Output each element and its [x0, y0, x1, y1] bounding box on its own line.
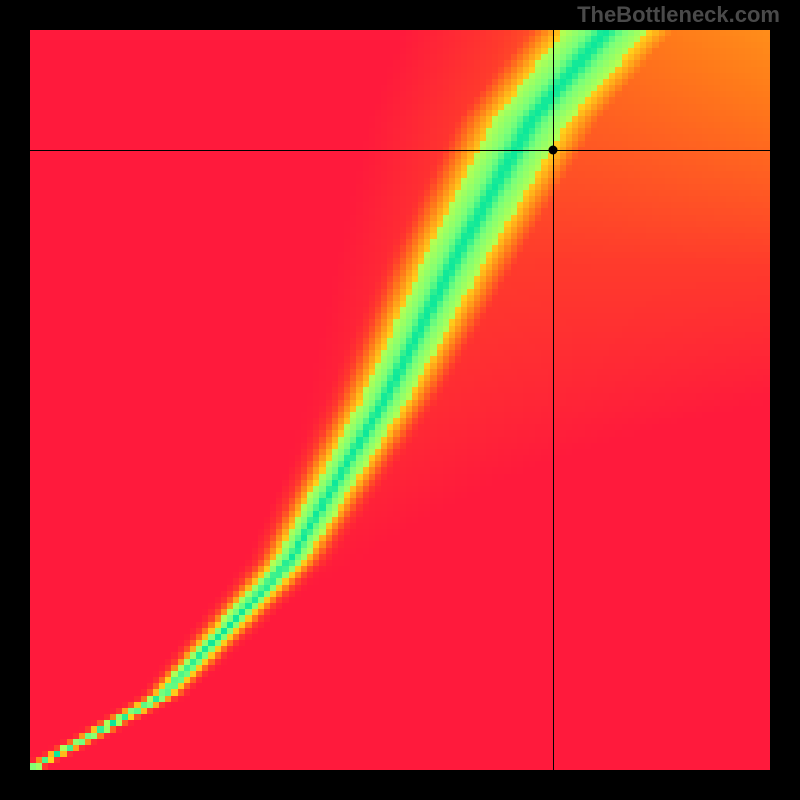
heatmap-plot [30, 30, 770, 770]
crosshair-horizontal [30, 150, 770, 151]
crosshair-marker-dot [549, 145, 558, 154]
watermark-text: TheBottleneck.com [577, 2, 780, 28]
crosshair-vertical [553, 30, 554, 770]
heatmap-canvas [30, 30, 770, 770]
